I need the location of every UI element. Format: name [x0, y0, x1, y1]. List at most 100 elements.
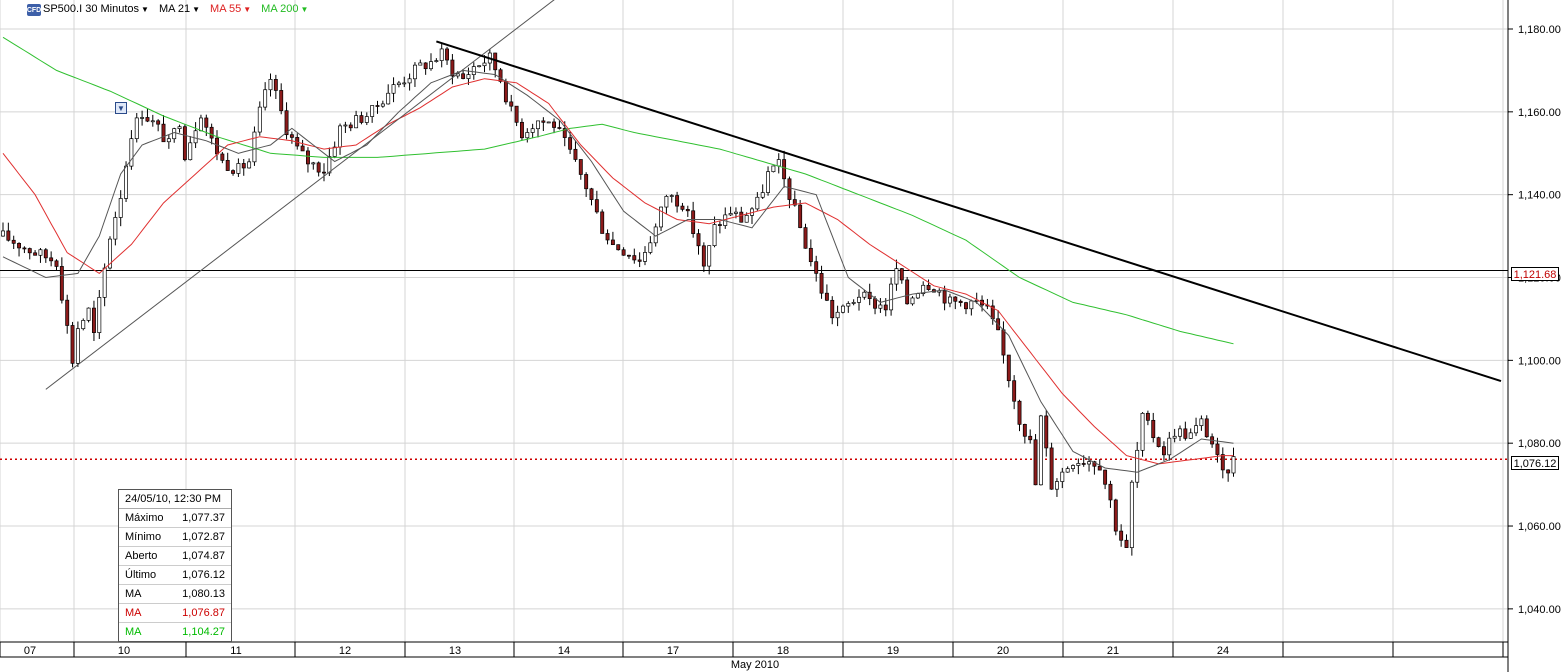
candle-body [413, 64, 417, 80]
candle-body [1140, 412, 1145, 451]
x-tick-label: 13 [449, 645, 461, 657]
chevron-down-icon: ▼ [243, 4, 252, 14]
candle-body [407, 78, 412, 84]
info-row-label: MA [125, 626, 142, 638]
candle-body [557, 127, 562, 129]
candle-body [739, 211, 744, 223]
last-price-tag: 1,076.12 [1511, 456, 1559, 470]
candle-body [905, 279, 910, 305]
y-tick-label: 1,140.00 [1518, 190, 1561, 202]
candle-body [263, 89, 268, 108]
candle-body [915, 293, 920, 299]
candle-body [1049, 447, 1054, 490]
candle-body [370, 105, 375, 117]
ma55-label: MA 55 [210, 3, 242, 15]
candle-body [461, 73, 466, 79]
candle-body [364, 116, 369, 123]
candle-body [814, 261, 819, 274]
candle-body [97, 297, 102, 333]
candle-body [969, 300, 974, 310]
info-row-label: Máximo [125, 512, 164, 524]
candle-body [418, 62, 423, 66]
candle-body [145, 117, 150, 122]
ma55-selector[interactable]: MA 55 ▼ [210, 3, 251, 15]
candle-body [1, 230, 5, 237]
candle-body [1038, 415, 1043, 486]
candle-body [1097, 465, 1102, 471]
x-tick-label: 11 [230, 645, 241, 657]
candle-body [348, 124, 353, 129]
ma200-selector[interactable]: MA 200 ▼ [261, 3, 308, 15]
ma21-selector[interactable]: MA 21 ▼ [159, 3, 200, 15]
candle-body [241, 163, 246, 169]
candle-body [589, 188, 594, 200]
candle-body [327, 156, 332, 174]
candle-body [1119, 530, 1124, 541]
candle-body [1060, 471, 1065, 482]
candle-body [632, 255, 637, 261]
candle-body [354, 115, 359, 129]
candle-body [102, 267, 107, 298]
candle-body [247, 161, 252, 169]
candle-body [177, 126, 182, 130]
candle-body [204, 117, 209, 128]
trend-line [436, 40, 1502, 383]
candle-body [894, 268, 899, 285]
candle-body [27, 248, 32, 254]
candle-body [921, 284, 926, 294]
candle-body [33, 252, 38, 256]
symbol-selector[interactable]: SP500.I 30 Minutos ▼ [43, 3, 149, 15]
candle-body [503, 81, 508, 103]
candle-body [1204, 418, 1209, 438]
symbol-label: SP500.I 30 Minutos [43, 3, 140, 15]
candle-body [1178, 428, 1182, 437]
chevron-down-icon: ▼ [141, 4, 149, 14]
candle-body [536, 120, 540, 130]
candle-body [65, 299, 70, 326]
candle-body [1006, 354, 1011, 382]
candle-body [824, 292, 829, 301]
candle-body [1017, 400, 1022, 425]
candle-body [1076, 463, 1081, 466]
event-marker-icon[interactable]: ▼ [115, 102, 127, 114]
axis-mask [1509, 0, 1567, 642]
candle-body [1199, 418, 1204, 427]
candle-body [1113, 499, 1118, 532]
candle-body [530, 128, 535, 133]
candle-body [1071, 465, 1075, 469]
candle-body [771, 165, 776, 173]
candle-body [947, 296, 952, 304]
candle-body [434, 60, 439, 62]
candle-body [284, 110, 289, 136]
x-tick-label: 10 [118, 645, 130, 657]
candle-body [1081, 463, 1086, 465]
candle-body [1188, 432, 1193, 439]
info-row-label: Último [125, 569, 157, 581]
y-tick-label: 1,080.00 [1518, 438, 1561, 450]
x-tick-label: 19 [887, 645, 899, 657]
candle-body [1124, 539, 1129, 548]
candle-body [396, 82, 401, 85]
candle-body [22, 247, 27, 250]
candle-body [685, 209, 690, 212]
candle-body [669, 195, 674, 197]
candle-body [380, 103, 385, 107]
ma21-label: MA 21 [158, 3, 191, 15]
candle-body [129, 138, 134, 167]
candle-body [268, 79, 273, 91]
candle-body [717, 224, 722, 226]
candle-body [322, 171, 326, 174]
candle-body [878, 304, 883, 309]
candle-body [332, 146, 337, 157]
candle-body [942, 290, 947, 304]
candle-body [605, 233, 610, 241]
candle-body [134, 117, 139, 139]
candle-body [423, 62, 428, 70]
candle-body [172, 128, 177, 140]
candle-body [643, 252, 647, 262]
candle-body [889, 283, 894, 311]
info-row-value: 1,076.12 [182, 569, 225, 581]
y-tick-label: 1,180.00 [1518, 24, 1561, 36]
